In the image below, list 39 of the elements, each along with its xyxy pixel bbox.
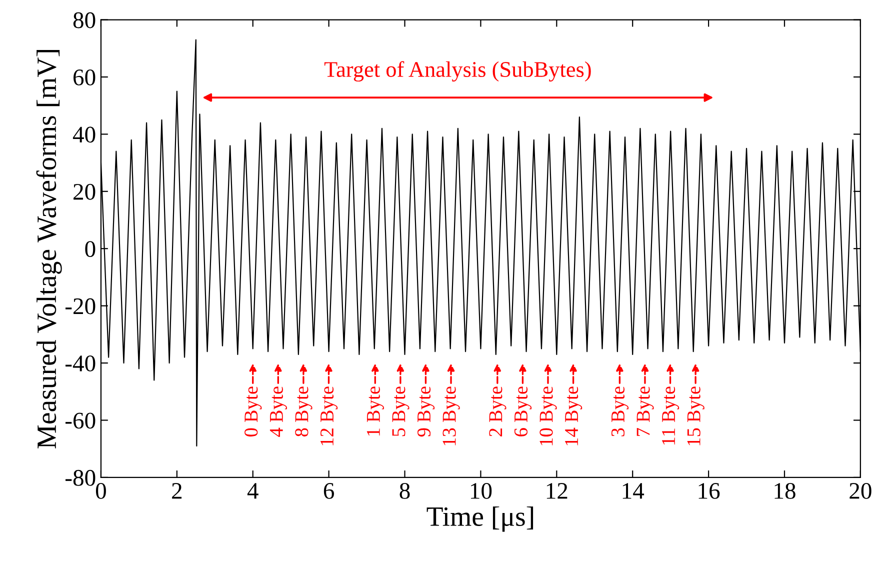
x-tick-label: 10 bbox=[470, 482, 492, 499]
annotation: 7 Byte bbox=[636, 386, 654, 436]
y-tick-label: 80 bbox=[73, 12, 96, 28]
annotation: 6 Byte bbox=[514, 386, 532, 436]
x-axis-title: Time [μs] bbox=[426, 506, 534, 532]
annotation: 2 Byte bbox=[489, 386, 506, 436]
annotation: 1 Byte bbox=[366, 386, 384, 436]
y-tick-label: 40 bbox=[72, 126, 96, 143]
annotation: 5 Byte bbox=[392, 386, 410, 436]
annotation: 14 Byte bbox=[565, 386, 582, 446]
y-tick-label: 0 bbox=[85, 241, 96, 258]
x-tick-label: 20 bbox=[850, 482, 872, 499]
x-tick-label: 6 bbox=[324, 483, 334, 499]
x-tick-label: 4 bbox=[247, 483, 258, 499]
annotation: 13 Byte bbox=[442, 386, 460, 446]
y-tick-label: -40 bbox=[66, 356, 96, 372]
annotation: 15 Byte bbox=[687, 386, 704, 446]
annotation: 3 Byte bbox=[611, 386, 629, 436]
x-tick-label: 2 bbox=[172, 483, 182, 499]
y-axis-title: Measured Voltage Waveforms [mV] bbox=[36, 50, 62, 448]
annotation: 10 Byte bbox=[540, 386, 557, 446]
y-tick-label: -60 bbox=[66, 412, 96, 429]
annotation: 9 Byte bbox=[417, 386, 435, 437]
y-tick-label: 60 bbox=[74, 69, 96, 86]
x-tick-label: 18 bbox=[774, 482, 796, 499]
x-tick-label: 12 bbox=[546, 483, 568, 499]
x-tick-label: 14 bbox=[622, 483, 644, 499]
annotation: 11 Byte bbox=[662, 386, 680, 444]
annotation: 0 Byte bbox=[244, 386, 262, 436]
x-tick-label: 16 bbox=[698, 483, 720, 499]
annotation: 12 Byte bbox=[320, 386, 338, 446]
y-tick-label: -20 bbox=[66, 298, 96, 314]
y-tick-label: 20 bbox=[74, 184, 96, 200]
annotation: 8 Byte bbox=[295, 386, 312, 436]
annotation: 4 Byte bbox=[270, 386, 287, 437]
x-tick-label: 8 bbox=[400, 482, 410, 499]
annotation: Target of Analysis (SubBytes) bbox=[324, 61, 591, 82]
x-tick-label: 0 bbox=[96, 482, 106, 499]
y-tick-label: -80 bbox=[66, 470, 96, 486]
